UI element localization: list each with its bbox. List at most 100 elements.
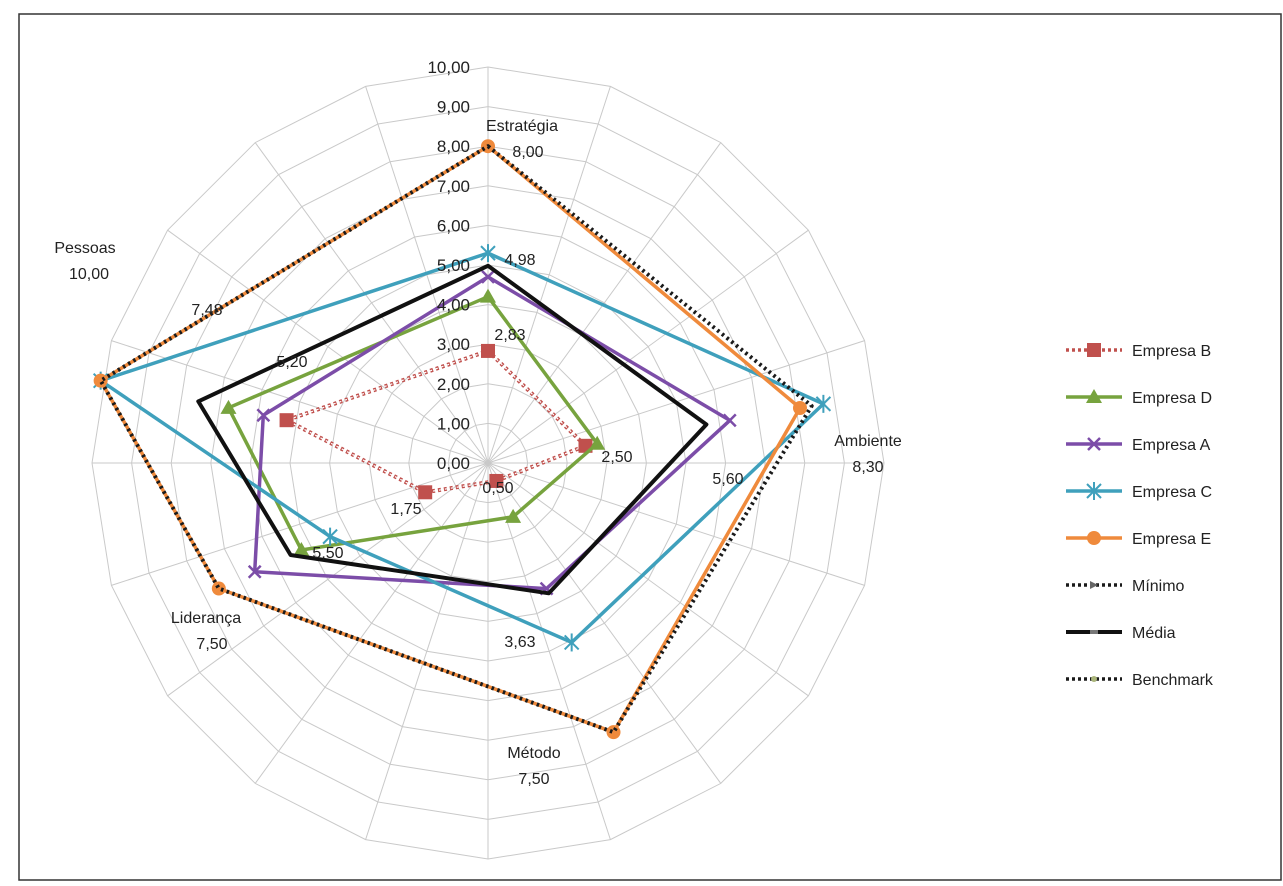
series-line [98, 144, 814, 735]
data-label: 2,50 [601, 449, 632, 466]
legend-label: Empresa D [1132, 390, 1212, 407]
axis-label: Liderança [171, 610, 241, 627]
data-point [220, 399, 237, 414]
data-label: 0,50 [482, 480, 513, 497]
grid-spoke [487, 462, 611, 840]
data-point [606, 725, 621, 740]
axis-value-label: 7,50 [518, 771, 549, 788]
axis-label: Método [507, 745, 560, 762]
legend-label: Empresa A [1132, 437, 1211, 454]
tick-label: 7,00 [437, 177, 470, 196]
data-label: 3,63 [504, 634, 535, 651]
tick-label: 10,00 [427, 58, 470, 77]
data-point [480, 288, 496, 303]
data-point [505, 508, 522, 523]
grid-spoke [487, 462, 722, 784]
legend-entry: Empresa D [1066, 389, 1212, 407]
series-line [196, 263, 709, 596]
series-empresa-d [220, 288, 606, 557]
data-point [418, 485, 433, 500]
legend-entry: Média [1066, 625, 1176, 642]
data-label: 5,20 [276, 354, 307, 371]
series-empresa-a [247, 269, 737, 596]
legend-entry: Empresa A [1066, 437, 1211, 454]
tick-label: 6,00 [437, 216, 470, 235]
legend-marker [1091, 676, 1097, 682]
data-point [481, 269, 495, 284]
tick-label: 4,00 [437, 296, 470, 315]
data-point [256, 408, 271, 423]
data-point [489, 473, 504, 488]
data-label: 2,83 [494, 327, 525, 344]
grid-spoke [487, 86, 611, 464]
legend-entry: Benchmark [1066, 672, 1214, 689]
data-label: 4,98 [504, 252, 535, 269]
data-point [211, 581, 226, 596]
axis-label: Estratégia [486, 118, 558, 135]
legend-entry: Mínimo [1066, 578, 1185, 595]
legend-entry: Empresa B [1066, 343, 1211, 360]
data-point [1087, 531, 1101, 545]
grid-spoke [487, 229, 809, 464]
series-line [226, 294, 599, 552]
data-point [247, 564, 262, 579]
data-label: 5,50 [312, 545, 343, 562]
legend-marker [1090, 630, 1098, 634]
data-point [322, 527, 338, 546]
legend-label: Empresa B [1132, 343, 1211, 360]
data-point [279, 413, 294, 428]
grid-spoke [487, 142, 722, 464]
axis-value-label: 10,00 [69, 266, 109, 283]
grid-spoke [254, 462, 489, 784]
plot-border [18, 13, 1282, 881]
tick-label: 0,00 [437, 454, 470, 473]
data-point [1087, 437, 1101, 451]
legend: Empresa B Empresa D Empresa A Empresa C Empr… [1066, 343, 1214, 689]
grid-spoke [111, 340, 489, 464]
tick-label: 1,00 [437, 414, 470, 433]
tick-label: 5,00 [437, 256, 470, 275]
data-point [815, 394, 832, 413]
legend-entry: Empresa C [1066, 482, 1212, 501]
grid-spoke [254, 142, 489, 464]
data-point [1086, 389, 1102, 403]
data-point [93, 373, 108, 388]
data-point [792, 400, 807, 415]
grid-spoke [167, 229, 489, 464]
data-point [1087, 343, 1101, 357]
tick-label: 9,00 [437, 98, 470, 117]
data-point [293, 542, 310, 557]
data-label: 1,75 [390, 501, 421, 518]
axis-label: Ambiente [834, 433, 902, 450]
legend-label: Benchmark [1132, 672, 1214, 689]
data-point [589, 435, 606, 450]
legend-label: Empresa C [1132, 484, 1212, 501]
data-point [563, 633, 580, 652]
axis-label: Pessoas [54, 240, 115, 257]
tick-label: 3,00 [437, 335, 470, 354]
data-point [481, 343, 495, 358]
data-point [722, 413, 737, 428]
grid-spoke [487, 462, 809, 697]
series-line [252, 275, 732, 591]
tick-label: 8,00 [437, 137, 470, 156]
label-layer: 0,00 1,00 2,00 3,00 4,00 5,00 6,00 7,00 8,00 9,00… [54, 58, 902, 788]
legend-entry: Empresa E [1066, 531, 1211, 548]
radar-grid [91, 66, 885, 860]
axis-value-label: 8,30 [852, 459, 883, 476]
grid-spoke [365, 462, 489, 840]
legend-label: Média [1132, 625, 1176, 642]
legend-label: Mínimo [1132, 578, 1185, 595]
data-point [1086, 482, 1102, 500]
data-point [480, 244, 496, 263]
axis-value-label: 8,00 [512, 144, 543, 161]
data-label: 7,48 [191, 302, 222, 319]
grid-spoke [111, 462, 489, 586]
data-label: 5,60 [712, 471, 743, 488]
legend-label: Empresa E [1132, 531, 1211, 548]
series-empresa-b [279, 343, 593, 500]
grid-spoke [167, 462, 489, 697]
legend-marker [1090, 581, 1098, 589]
